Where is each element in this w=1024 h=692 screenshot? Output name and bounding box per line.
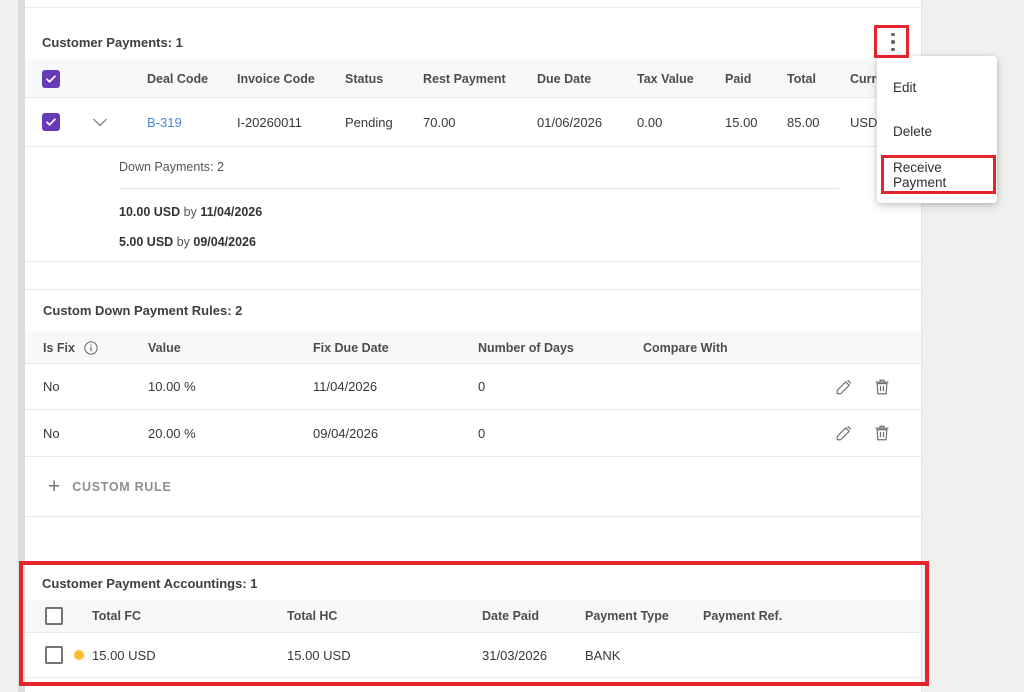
plus-icon: +: [48, 475, 61, 498]
down-payment-item: 5.00 USD by 09/04/2026: [119, 235, 256, 249]
payment-type-value: BANK: [585, 647, 621, 663]
custom-rule-row: No 20.00 % 09/04/2026 0: [25, 410, 921, 457]
scrollbar[interactable]: [18, 0, 25, 692]
down-payment-connector: by: [183, 205, 197, 219]
check-icon: [46, 118, 56, 126]
down-payments-detail: Down Payments: 2 10.00 USD by 11/04/2026…: [25, 147, 921, 262]
custom-rules-header-row: Is Fix Value Fix Due Date Number of Days…: [25, 332, 921, 364]
col-number-of-days: Number of Days: [478, 340, 574, 355]
col-invoice-code: Invoice Code: [237, 71, 315, 86]
total-fc-value: 15.00 USD: [92, 647, 156, 663]
fix-due-date-value: 09/04/2026: [313, 425, 379, 441]
currency-value: USD: [850, 114, 878, 130]
custom-rule-row: No 10.00 % 11/04/2026 0: [25, 364, 921, 410]
accounting-row: 15.00 USD 15.00 USD 31/03/2026 BANK: [25, 633, 921, 678]
down-payment-amount: 5.00 USD: [119, 235, 174, 249]
customer-payments-header-row: Deal Code Invoice Code Status Rest Payme…: [25, 60, 921, 98]
fix-due-date-value: 11/04/2026: [313, 379, 378, 394]
add-custom-rule-button[interactable]: + CUSTOM RULE: [25, 457, 921, 517]
col-deal-code: Deal Code: [147, 71, 209, 86]
rule-value: 20.00 %: [148, 425, 196, 441]
customer-payment-row: B-319 I-20260011 Pending 70.00 01/06/202…: [25, 98, 921, 147]
edit-pencil-icon[interactable]: [835, 378, 853, 396]
customer-payments-title: Customer Payments: 1: [42, 35, 183, 50]
status-dot-icon: [74, 650, 84, 660]
down-payment-connector: by: [176, 235, 190, 249]
col-total-fc: Total FC: [92, 609, 142, 623]
select-all-checkbox[interactable]: [45, 607, 63, 625]
is-fix-value: No: [43, 379, 60, 394]
down-payment-date: 09/04/2026: [193, 235, 256, 249]
accountings-title: Customer Payment Accountings: 1: [42, 576, 258, 591]
context-menu: Edit Delete Receive Payment: [877, 56, 997, 203]
down-payment-amount: 10.00 USD: [119, 205, 181, 219]
due-date-value: 01/06/2026: [537, 114, 603, 130]
panel-top-divider: [25, 0, 921, 8]
col-due-date: Due Date: [537, 71, 592, 86]
menu-item-receive-payment[interactable]: Receive Payment: [893, 160, 947, 190]
total-value: 85.00: [787, 114, 820, 130]
kebab-menu-icon[interactable]: [882, 29, 904, 55]
deal-code-link[interactable]: B-319: [147, 114, 182, 130]
col-tax-value: Tax Value: [637, 71, 694, 86]
col-is-fix: Is Fix: [43, 340, 75, 355]
down-payments-title: Down Payments: 2: [119, 160, 224, 174]
info-icon[interactable]: [83, 340, 99, 356]
down-payments-divider: [119, 188, 839, 189]
paid-value: 15.00: [725, 114, 758, 130]
col-status: Status: [345, 71, 384, 86]
rest-payment-value: 70.00: [423, 114, 456, 130]
col-value: Value: [148, 340, 181, 355]
col-fix-due-date: Fix Due Date: [313, 340, 389, 355]
col-total: Total: [787, 71, 816, 86]
col-paid: Paid: [725, 71, 752, 86]
accountings-header-row: Total FC Total HC Date Paid Payment Type…: [25, 600, 921, 633]
delete-trash-icon[interactable]: [873, 424, 891, 442]
row-checkbox[interactable]: [45, 646, 63, 664]
section-spacer: [25, 262, 921, 290]
col-date-paid: Date Paid: [482, 609, 539, 623]
edit-pencil-icon[interactable]: [835, 424, 853, 442]
col-payment-type: Payment Type: [585, 609, 669, 623]
invoice-code-value: I-20260011: [237, 114, 302, 130]
section-spacer: [25, 517, 921, 561]
select-all-checkbox[interactable]: [42, 69, 60, 88]
col-payment-ref: Payment Ref.: [703, 609, 783, 623]
check-icon: [46, 74, 56, 83]
is-fix-value: No: [43, 425, 60, 441]
total-hc-value: 15.00 USD: [287, 647, 351, 663]
col-compare-with: Compare With: [643, 340, 728, 355]
menu-item-delete[interactable]: Delete: [893, 123, 933, 139]
status-value: Pending: [345, 114, 393, 130]
days-value: 0: [478, 379, 486, 394]
days-value: 0: [478, 425, 486, 441]
down-payment-item: 10.00 USD by 11/04/2026: [119, 205, 262, 219]
custom-rules-title: Custom Down Payment Rules: 2: [43, 303, 243, 318]
tax-value-value: 0.00: [637, 114, 663, 130]
row-checkbox[interactable]: [42, 113, 60, 131]
delete-trash-icon[interactable]: [873, 378, 891, 396]
payments-panel: Customer Payments: 1 Deal Code Invoice C…: [25, 0, 922, 692]
add-custom-rule-label: CUSTOM RULE: [72, 479, 172, 494]
col-total-hc: Total HC: [287, 609, 338, 623]
date-paid-value: 31/03/2026: [482, 647, 548, 663]
down-payment-date: 11/04/2026: [200, 205, 263, 219]
chevron-down-icon[interactable]: [88, 110, 112, 134]
col-rest-payment: Rest Payment: [423, 71, 506, 86]
rule-value: 10.00 %: [148, 379, 196, 394]
menu-item-edit[interactable]: Edit: [893, 79, 917, 95]
